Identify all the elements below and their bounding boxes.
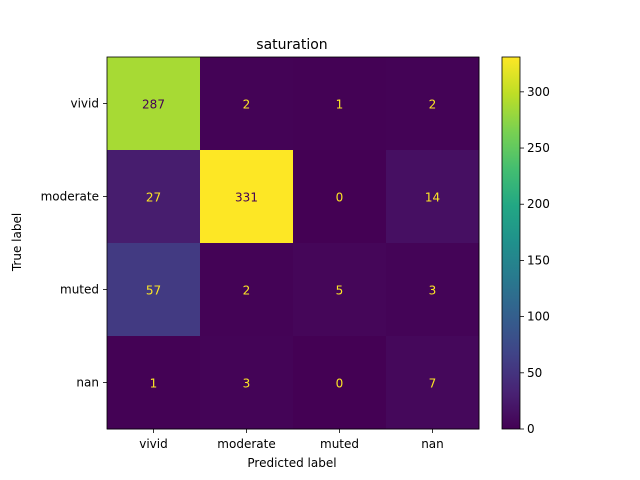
heatmap-cell [200,57,294,151]
heatmap-cell [386,150,480,244]
y-axis-label: True label [10,213,24,272]
cell-value-label: 3 [243,377,251,391]
cell-value-label: 2 [243,284,251,298]
colorbar-tick-label: 50 [527,366,542,380]
chart-title: saturation [256,37,327,53]
cell-value-labels: 287 2 1 2 27 331 0 14 57 2 5 3 1 3 0 7 [142,98,440,391]
x-tick-label: nan [421,437,444,451]
heatmap-cells [107,57,480,430]
cell-value-label: 287 [142,98,165,112]
matrix-axes: vivid moderate muted nan vivid moderate muted n… [41,56,480,451]
cell-value-label: 1 [150,377,158,391]
cell-value-label: 331 [235,191,258,205]
y-tick-label: nan [76,376,99,390]
plot-frame [106,56,480,430]
x-tick-label: moderate [217,437,275,451]
y-tick-label: moderate [41,190,99,204]
colorbar-tick-label: 200 [527,197,550,211]
colorbar-gradient [502,57,520,429]
heatmap-cell [386,57,480,151]
cell-value-label: 57 [146,284,161,298]
heatmap-cell [386,243,480,337]
cell-value-label: 3 [429,284,437,298]
heatmap-cell [107,57,201,151]
colorbar-tick-label: 0 [527,422,535,436]
heatmap-cell [293,57,387,151]
cell-value-label: 2 [243,98,251,112]
heatmap-cell [107,150,201,244]
cell-value-label: 14 [425,191,440,205]
colorbar-tick-label: 100 [527,310,550,324]
heatmap-cell [386,336,480,430]
cell-value-label: 0 [336,377,344,391]
heatmap-cell [293,336,387,430]
heatmap-cell [200,336,294,430]
colorbar-frame [501,56,521,430]
cell-value-label: 5 [336,284,344,298]
heatmap-cell [200,243,294,337]
cell-value-label: 1 [336,98,344,112]
heatmap-cell [107,243,201,337]
x-tick-label: muted [320,437,359,451]
cell-value-label: 2 [429,98,437,112]
x-tick-label: vivid [139,437,168,451]
heatmap-cell [293,150,387,244]
y-tick-label: vivid [71,97,100,111]
x-axis-label: Predicted label [247,456,336,470]
heatmap-cell [107,336,201,430]
colorbar-tick-label: 250 [527,141,550,155]
heatmap-cell [200,150,294,244]
colorbar-tick-label: 300 [527,85,550,99]
y-tick-label: muted [60,283,99,297]
cell-value-label: 27 [146,191,161,205]
cell-value-label: 7 [429,377,437,391]
colorbar-tick-label: 150 [527,253,550,267]
heatmap-cell [293,243,387,337]
cell-value-label: 0 [336,191,344,205]
colorbar: 0 50 100 150 200 250 300 [501,56,550,436]
